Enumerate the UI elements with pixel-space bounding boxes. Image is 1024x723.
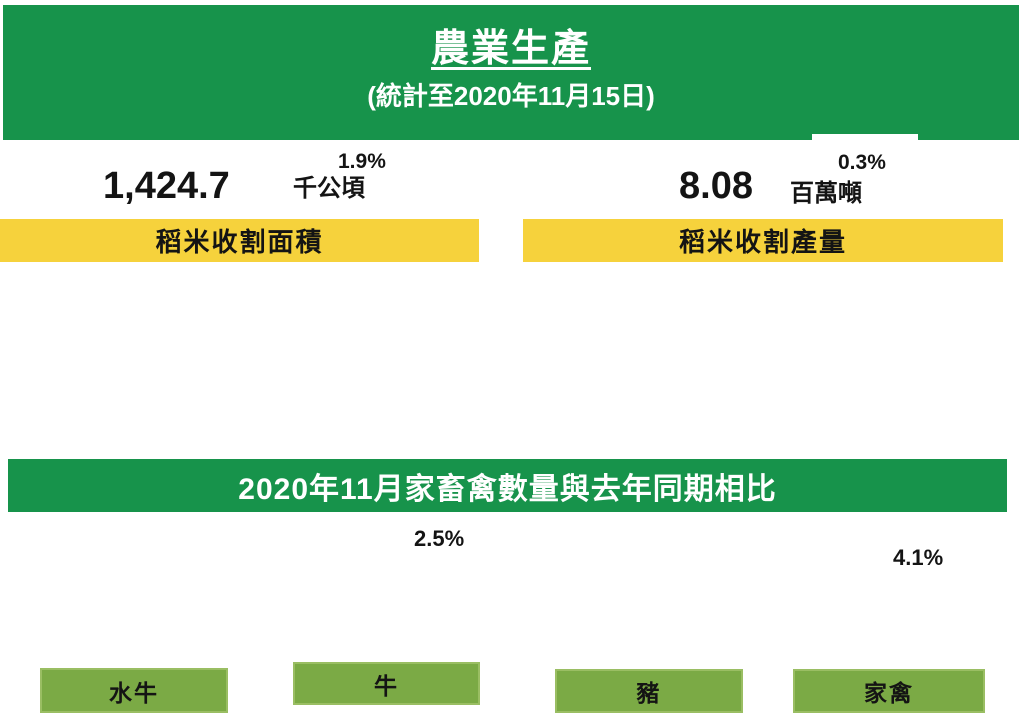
rice-yield-label: 稻米收割產量 xyxy=(678,227,847,257)
header-subtitle: (統計至2020年11月15日) xyxy=(367,81,655,111)
page-title: 農業生產 xyxy=(430,28,591,70)
rice-area-unit: 千公頃 xyxy=(293,175,365,202)
category-button-cattle[interactable]: 牛 xyxy=(293,662,480,705)
percent-label-cattle: 2.5% xyxy=(414,526,465,551)
category-button-pig[interactable]: 豬 xyxy=(555,669,743,713)
livestock-banner-title: 2020年11月家畜禽數量與去年同期相比 xyxy=(238,472,777,506)
rice-yield-value: 8.08 xyxy=(679,165,753,207)
rice-yield-label-bar: 稻米收割產量 xyxy=(523,219,1003,262)
rice-area-change: 1.9% xyxy=(338,150,386,173)
banner-notch xyxy=(812,134,918,142)
rice-area-label-bar: 稻米收割面積 xyxy=(0,219,479,262)
rice-area-value: 1,424.7 xyxy=(103,165,230,207)
rice-area-label: 稻米收割面積 xyxy=(155,227,324,257)
rice-yield-unit: 百萬噸 xyxy=(790,180,862,207)
rice-yield-change: 0.3% xyxy=(838,151,886,174)
category-button-water-buffalo[interactable]: 水牛 xyxy=(40,668,228,713)
header-banner: 農業生產 (統計至2020年11月15日) xyxy=(3,5,1019,140)
category-button-poultry[interactable]: 家禽 xyxy=(793,669,985,713)
percent-label-poultry: 4.1% xyxy=(893,545,944,570)
livestock-banner: 2020年11月家畜禽數量與去年同期相比 xyxy=(8,459,1007,512)
